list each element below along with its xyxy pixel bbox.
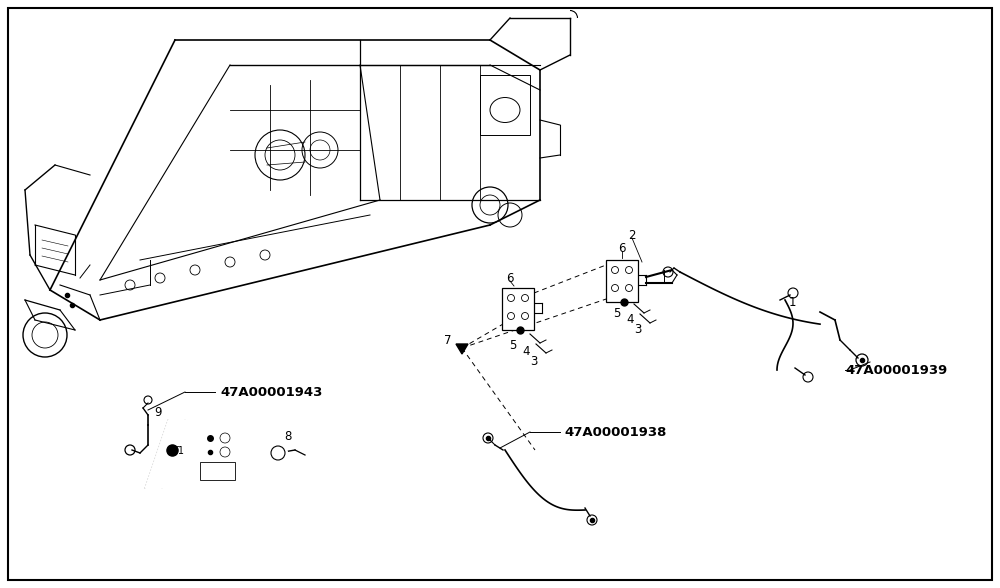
Text: 1: 1 — [788, 296, 796, 309]
Text: 7: 7 — [444, 333, 452, 346]
Bar — [200, 462, 235, 480]
Text: 9: 9 — [154, 406, 162, 419]
Text: 2: 2 — [628, 229, 636, 242]
Bar — [502, 288, 534, 330]
Text: 47A00001943: 47A00001943 — [220, 386, 322, 399]
Text: 3: 3 — [530, 355, 538, 368]
Text: 4: 4 — [626, 312, 634, 326]
Text: 5: 5 — [613, 306, 621, 319]
Text: 5: 5 — [509, 339, 517, 352]
Text: 3: 3 — [634, 322, 642, 336]
Text: T1: T1 — [172, 446, 184, 456]
Polygon shape — [456, 344, 468, 354]
Text: 47A00001938: 47A00001938 — [564, 426, 666, 439]
Bar — [480, 75, 530, 135]
Text: 6: 6 — [618, 242, 626, 255]
Text: 8: 8 — [284, 429, 292, 443]
Text: 6: 6 — [506, 272, 514, 285]
Text: 4: 4 — [522, 345, 530, 358]
Bar — [606, 260, 638, 302]
Polygon shape — [145, 420, 298, 488]
Text: 47A00001939: 47A00001939 — [845, 363, 947, 376]
